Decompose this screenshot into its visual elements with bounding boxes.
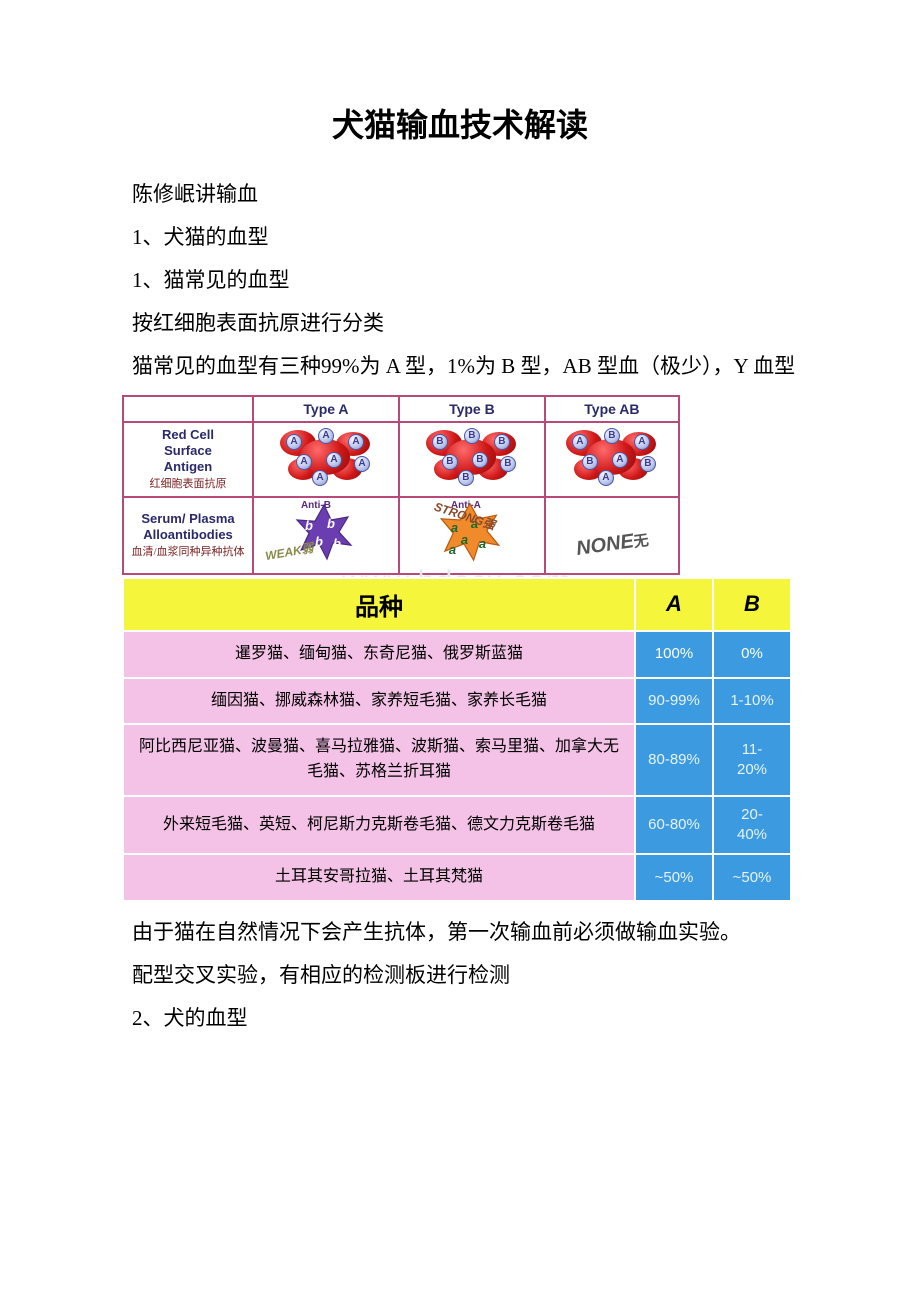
txt: 为: [360, 354, 381, 378]
txt: 型血（极少），: [597, 354, 734, 378]
tbl2-hdr-B: B: [713, 578, 791, 631]
txt: 型，: [521, 354, 563, 378]
fig1-hdr-ab: Type AB: [545, 396, 679, 422]
txt: 型，: [405, 354, 447, 378]
para-sec1: 1、犬猫的血型: [90, 217, 830, 258]
txt: 猫常见的血型有三种: [132, 354, 321, 378]
fig1-rbc-A: AAA AAAA: [253, 422, 399, 497]
pct-a-cell: 100%: [635, 631, 713, 678]
txt: 为: [475, 354, 496, 378]
table-row: 暹罗猫、缅甸猫、东奇尼猫、俄罗斯蓝猫100%0%: [123, 631, 791, 678]
breed-cell: 土耳其安哥拉猫、土耳其梵猫: [123, 854, 635, 901]
table-row: 阿比西尼亚猫、波曼猫、喜马拉雅猫、波斯猫、索马里猫、加拿大无毛猫、苏格兰折耳猫8…: [123, 724, 791, 796]
fig1-ab-weak: Anti-B b b b b b WEAK弱: [253, 497, 399, 574]
pct-b-cell: 0%: [713, 631, 791, 678]
table-row: 外来短毛猫、英短、柯尼斯力克斯卷毛猫、德文力克斯卷毛猫60-80%20- 40%: [123, 796, 791, 855]
fig1-ab-strong: Anti-A a a a a a STRONG强: [399, 497, 545, 574]
fig1-row2-label-en: Serum/ Plasma Alloantibodies: [130, 511, 246, 544]
fig1-rbc-B: BBB BBBB: [399, 422, 545, 497]
fig1-hdr-a: Type A: [253, 396, 399, 422]
fig1-rbc-AB: ABA BABA: [545, 422, 679, 497]
pct-b-cell: 20- 40%: [713, 796, 791, 855]
para-author: 陈修岷讲输血: [90, 174, 830, 215]
txt: A: [381, 354, 406, 378]
fig1-ab-none: NONE无: [545, 497, 679, 574]
breed-cell: 外来短毛猫、英短、柯尼斯力克斯卷毛猫、德文力克斯卷毛猫: [123, 796, 635, 855]
pct-a-cell: ~50%: [635, 854, 713, 901]
fig1-hdr-b: Type B: [399, 396, 545, 422]
fig1-row1-label-en: Red Cell Surface Antigen: [130, 427, 246, 476]
tbl2-hdr-A: A: [635, 578, 713, 631]
antigen-figure: Type A Type B Type AB Red Cell Surface A…: [122, 395, 680, 575]
table-row: 缅因猫、挪威森林猫、家养短毛猫、家养长毛猫90-99%1-10%: [123, 678, 791, 725]
para-sec2: 2、犬的血型: [90, 998, 830, 1039]
page-title: 犬猫输血技术解读: [90, 100, 830, 146]
tbl2-hdr-breed: 品种: [123, 578, 635, 631]
breed-cell: 缅因猫、挪威森林猫、家养短毛猫、家养长毛猫: [123, 678, 635, 725]
pct-b-cell: ~50%: [713, 854, 791, 901]
para-classify: 按红细胞表面抗原进行分类: [90, 303, 830, 344]
para-types: 猫常见的血型有三种99%为 A 型，1%为 B 型，AB 型血（极少），Y 血型: [90, 346, 830, 387]
fig1-row1-label-cn: 红细胞表面抗原: [130, 475, 246, 491]
txt: 1%: [447, 354, 475, 378]
pct-a-cell: 80-89%: [635, 724, 713, 796]
pct-b-cell: 11- 20%: [713, 724, 791, 796]
breed-cell: 阿比西尼亚猫、波曼猫、喜马拉雅猫、波斯猫、索马里猫、加拿大无毛猫、苏格兰折耳猫: [123, 724, 635, 796]
pct-a-cell: 60-80%: [635, 796, 713, 855]
para-crossmatch: 配型交叉实验，有相应的检测板进行检测: [90, 955, 830, 996]
txt: Y: [733, 354, 753, 378]
txt: AB: [563, 354, 597, 378]
para-antibody: 由于猫在自然情况下会产生抗体，第一次输血前必须做输血实验。: [90, 912, 830, 953]
pct-b-cell: 1-10%: [713, 678, 791, 725]
txt: 99%: [321, 354, 360, 378]
table-row: 土耳其安哥拉猫、土耳其梵猫~50%~50%: [123, 854, 791, 901]
txt: 血型: [753, 354, 795, 378]
para-sec1-1: 1、猫常见的血型: [90, 260, 830, 301]
fig1-row2-label-cn: 血清/血浆同种异种抗体: [130, 543, 246, 559]
breed-table: 品种 A B 暹罗猫、缅甸猫、东奇尼猫、俄罗斯蓝猫100%0%缅因猫、挪威森林猫…: [122, 577, 792, 902]
txt: B: [496, 354, 521, 378]
pct-a-cell: 90-99%: [635, 678, 713, 725]
breed-cell: 暹罗猫、缅甸猫、东奇尼猫、俄罗斯蓝猫: [123, 631, 635, 678]
